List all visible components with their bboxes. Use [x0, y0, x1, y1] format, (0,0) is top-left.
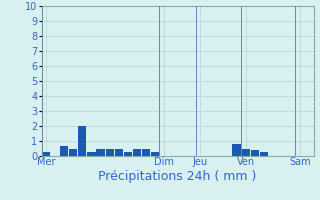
Bar	[124, 152, 132, 156]
Bar	[232, 144, 241, 156]
Bar	[78, 126, 86, 156]
Bar	[106, 148, 114, 156]
Bar	[142, 148, 150, 156]
Bar	[42, 152, 50, 156]
Bar	[115, 148, 123, 156]
Bar	[260, 152, 268, 156]
Bar	[60, 146, 68, 156]
Bar	[251, 150, 259, 156]
X-axis label: Précipitations 24h ( mm ): Précipitations 24h ( mm )	[99, 170, 257, 183]
Bar	[151, 152, 159, 156]
Bar	[69, 148, 77, 156]
Bar	[133, 148, 141, 156]
Bar	[242, 148, 250, 156]
Bar	[87, 152, 96, 156]
Bar	[96, 148, 105, 156]
